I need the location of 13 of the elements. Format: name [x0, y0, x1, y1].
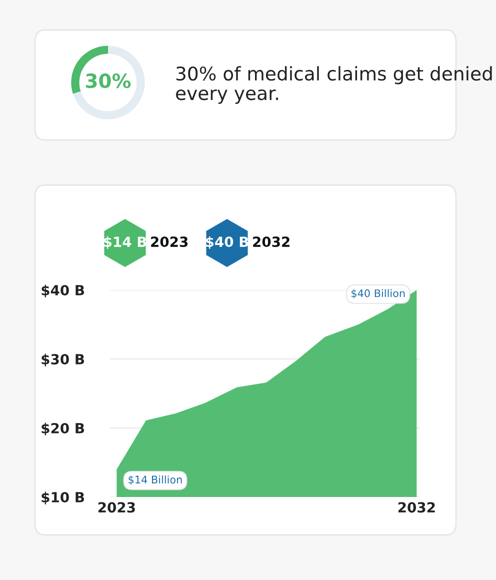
text: 2032: [253, 236, 290, 248]
annotation: $40 Billion: [352, 289, 405, 299]
y-tick-label: $40 B: [42, 284, 84, 298]
text: 30% of medical claims get denied every year.: [176, 66, 492, 104]
text: 30%: [86, 73, 131, 88]
donut-slice: [73, 46, 145, 120]
annotation: $14 Billion: [128, 475, 182, 485]
y-tick-label: $10 B: [42, 492, 84, 504]
y-tick-label: $20 B: [42, 422, 84, 436]
y-tick-label: $30 B: [42, 354, 84, 366]
text: $14 B: [104, 236, 146, 249]
text: 2023: [151, 236, 188, 248]
text: $40 B: [206, 236, 248, 249]
